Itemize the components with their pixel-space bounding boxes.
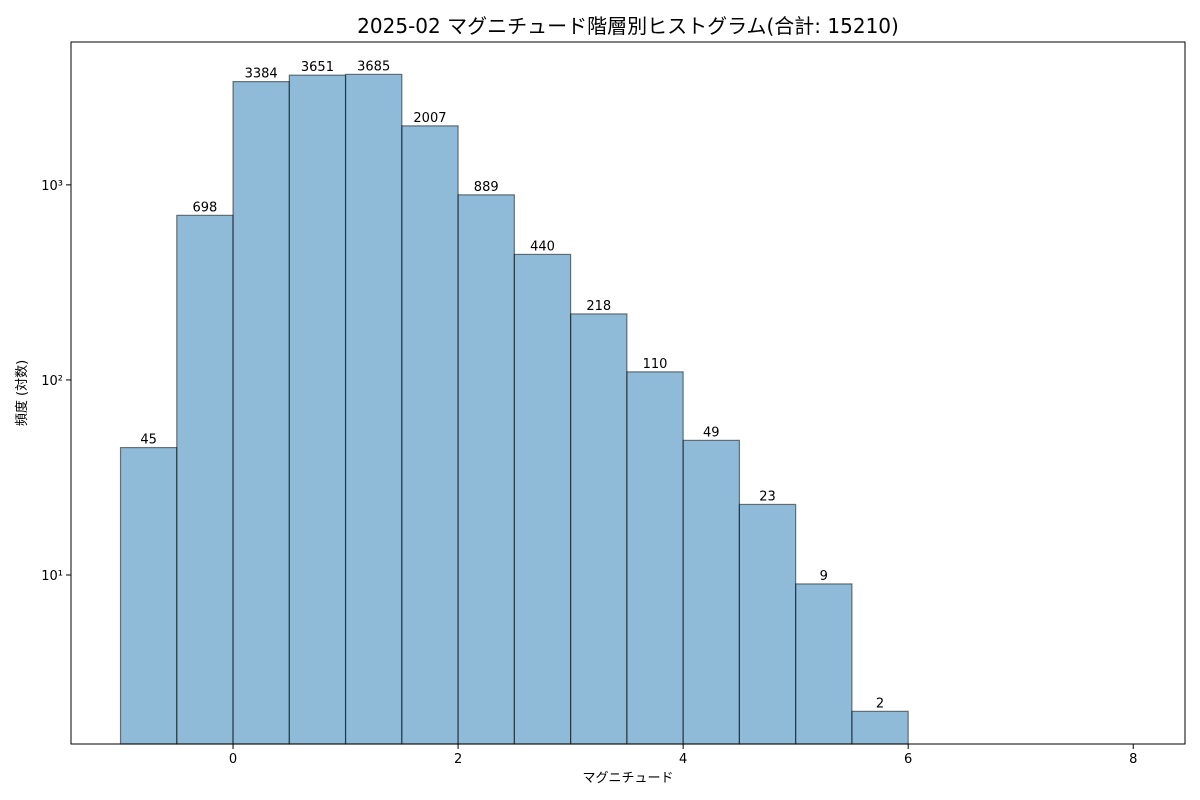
x-tick-label: 6 (904, 752, 912, 767)
bar (401, 125, 459, 745)
data-label: 110 (643, 357, 668, 372)
data-label: 3384 (245, 67, 278, 82)
data-label: 3685 (357, 59, 390, 74)
bar (795, 583, 853, 745)
data-label: 45 (140, 433, 157, 448)
y-tick-label: 10² (41, 374, 63, 389)
x-axis-label: マグニチュード (582, 771, 673, 786)
data-label: 3651 (301, 60, 334, 75)
x-tick-label: 2 (454, 752, 462, 767)
bar (344, 73, 403, 745)
data-label: 2007 (413, 111, 446, 126)
bar (119, 446, 178, 745)
data-label: 49 (703, 425, 720, 440)
bar (232, 80, 290, 745)
x-tick-label: 4 (679, 752, 687, 767)
bar (288, 74, 347, 745)
plot-frame (70, 41, 1186, 745)
y-axis-label: 頻度 (対数) (14, 360, 30, 426)
y-tick-label: 10³ (41, 179, 63, 194)
bar (682, 439, 741, 745)
y-tick-label: 10¹ (41, 569, 63, 584)
data-label: 698 (192, 200, 217, 215)
data-label: 218 (586, 299, 611, 314)
data-label: 2 (876, 696, 884, 711)
chart-title: 2025-02 マグニチュード階層別ヒストグラム(合計: 15210) (357, 14, 899, 38)
data-label: 9 (820, 569, 828, 584)
data-label: 889 (474, 180, 499, 195)
bar (457, 194, 515, 745)
bar (570, 313, 628, 745)
x-tick-label: 0 (229, 752, 237, 767)
bar (513, 253, 572, 745)
bar (851, 710, 909, 745)
data-label: 23 (759, 489, 776, 504)
data-label: 440 (530, 239, 555, 254)
bar (176, 214, 234, 745)
bar (738, 503, 797, 745)
x-tick-label: 8 (1129, 752, 1137, 767)
bar (626, 371, 684, 745)
